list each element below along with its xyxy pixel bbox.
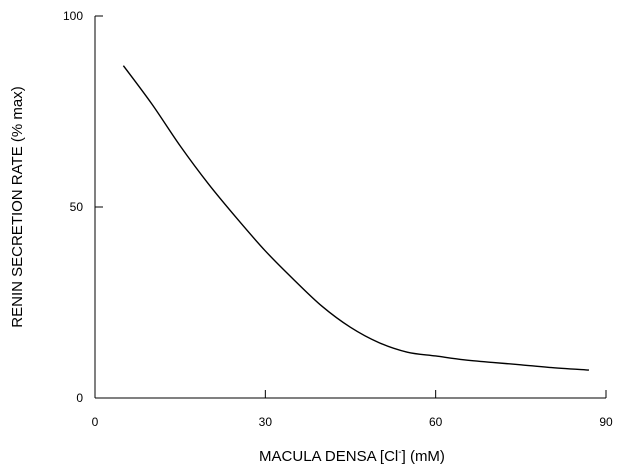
x-tick-label: 0 — [92, 415, 99, 429]
x-tick-label: 60 — [429, 415, 443, 429]
y-tick-label: 0 — [76, 391, 83, 405]
y-axis-label: RENIN SECRETION RATE (% max) — [9, 86, 26, 327]
x-axis-label: MACULA DENSA [Cl-] (mM) — [259, 447, 445, 465]
x-tick-label: 90 — [599, 415, 613, 429]
plot-frame — [94, 16, 606, 399]
y-tick-label: 100 — [63, 9, 83, 23]
series-layer — [122, 65, 590, 371]
x-tick-label: 30 — [259, 415, 273, 429]
x-ticks: 0 30 60 90 — [92, 390, 613, 429]
y-ticks: 0 50 100 — [63, 9, 103, 405]
y-tick-label: 50 — [70, 200, 84, 214]
series-line — [122, 65, 590, 371]
